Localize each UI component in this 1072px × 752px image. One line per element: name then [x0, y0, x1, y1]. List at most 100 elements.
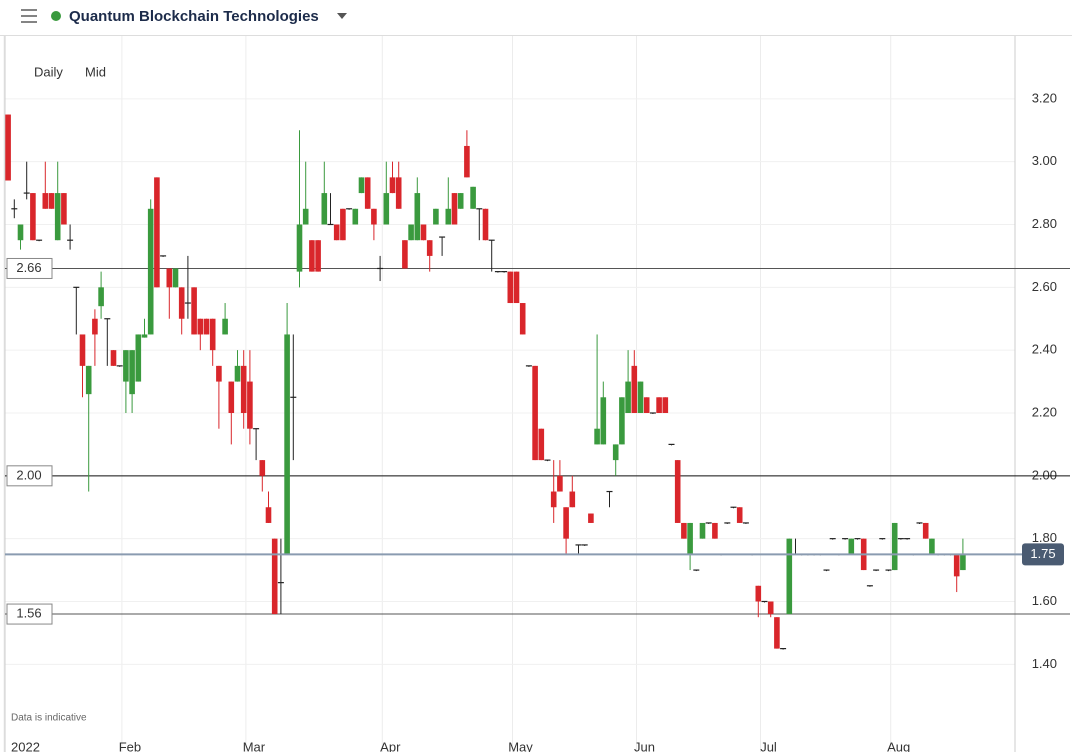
last-price-label: 1.75 [1030, 546, 1055, 561]
y-tick-label: 1.80 [1032, 530, 1057, 545]
level-label-box [6, 603, 53, 625]
candle-body [352, 208, 359, 225]
menu-icon[interactable] [21, 9, 37, 23]
candle-body [408, 224, 414, 241]
candle-body [389, 177, 396, 194]
candle-body [433, 208, 439, 225]
interval-control[interactable]: Daily [34, 64, 63, 79]
candle-body [197, 318, 204, 335]
candle-body [154, 177, 160, 288]
candle-body [228, 381, 235, 413]
candle-body [464, 145, 470, 178]
candle-body [315, 240, 321, 272]
candle-body [557, 475, 563, 492]
candle-body [848, 538, 855, 555]
candle-body [271, 538, 278, 615]
candle-body [216, 365, 222, 382]
candle-body [172, 268, 179, 288]
candle-body [631, 365, 638, 413]
candle-body [402, 240, 408, 269]
candle-body [296, 224, 303, 272]
candle-body [922, 522, 929, 539]
dropdown-caret[interactable] [337, 13, 347, 19]
candle-body [135, 334, 142, 382]
candle-body [191, 287, 197, 335]
candle-body [588, 513, 594, 523]
candle-body [457, 193, 464, 209]
y-tick-label: 1.60 [1032, 593, 1057, 608]
candle-body [569, 491, 576, 508]
candle-body [98, 287, 104, 307]
candle-body [147, 208, 154, 335]
status-dot [51, 11, 61, 21]
candle-body [30, 193, 36, 241]
candle-body [259, 460, 266, 476]
candle-body [612, 444, 619, 461]
candle-body [600, 397, 607, 445]
candle-body [960, 554, 966, 571]
x-tick-label: Mar [243, 739, 266, 752]
candle-body [54, 193, 61, 241]
candle-body [240, 365, 247, 413]
x-tick-label: Aug [887, 739, 910, 752]
candle-body [953, 554, 960, 577]
candle-body [166, 268, 173, 288]
level-label-box [6, 257, 53, 279]
candle-body [637, 381, 644, 413]
candle-body [209, 318, 216, 351]
y-tick-label: 3.20 [1032, 90, 1057, 105]
candle-body [17, 224, 24, 241]
y-tick-label: 2.20 [1032, 404, 1057, 419]
level-label: 2.66 [16, 260, 41, 275]
candle-body [891, 522, 898, 571]
candle-body [61, 193, 67, 225]
price-control[interactable]: Mid [85, 64, 106, 79]
candle-body [42, 193, 49, 209]
x-tick-label: Jun [634, 739, 655, 752]
candle-body [414, 193, 421, 241]
candle-body [755, 585, 762, 602]
candle-body [110, 350, 117, 366]
y-tick-label: 2.80 [1032, 216, 1057, 231]
x-tick-label: Apr [380, 739, 401, 752]
candle-body [513, 271, 520, 304]
candle-body [507, 271, 514, 304]
candle-body [594, 428, 600, 445]
level-label: 2.00 [16, 467, 41, 482]
candle-body [123, 350, 129, 382]
candle-body [519, 303, 526, 335]
candle-body [532, 365, 538, 461]
x-tick-label: Feb [119, 739, 141, 752]
candle-body [383, 193, 390, 225]
candle-body [712, 522, 718, 539]
candle-body [141, 334, 148, 338]
x-tick-label: Jul [760, 739, 777, 752]
candle-body [482, 208, 489, 241]
candle-body [662, 397, 669, 413]
candle-body [85, 365, 92, 395]
candle-body [358, 177, 365, 194]
last-price-box [1022, 543, 1064, 566]
y-tick-label: 2.40 [1032, 342, 1057, 357]
candle-body [321, 193, 328, 225]
candle-body [203, 318, 210, 335]
candle-body [656, 397, 662, 413]
candle-body [5, 114, 11, 181]
candle-body [178, 287, 185, 319]
instrument-title[interactable]: Quantum Blockchain Technologies [69, 8, 319, 25]
chart: Daily Mid Data is indicative 2022 Feb Mar A… [3, 36, 1070, 752]
x-tick-label: May [508, 739, 533, 752]
candle-body [550, 491, 557, 508]
candle-body [265, 507, 272, 523]
candle-body [92, 318, 98, 335]
candle-body [309, 240, 315, 272]
candle-body [333, 224, 340, 241]
candle-body [451, 193, 458, 225]
y-tick-label: 1.40 [1032, 656, 1057, 671]
x-tick-label: 2022 [11, 739, 40, 752]
candle-body [340, 208, 346, 241]
candle-body [563, 507, 569, 539]
candle-body [420, 224, 427, 241]
candle-body [674, 460, 681, 523]
